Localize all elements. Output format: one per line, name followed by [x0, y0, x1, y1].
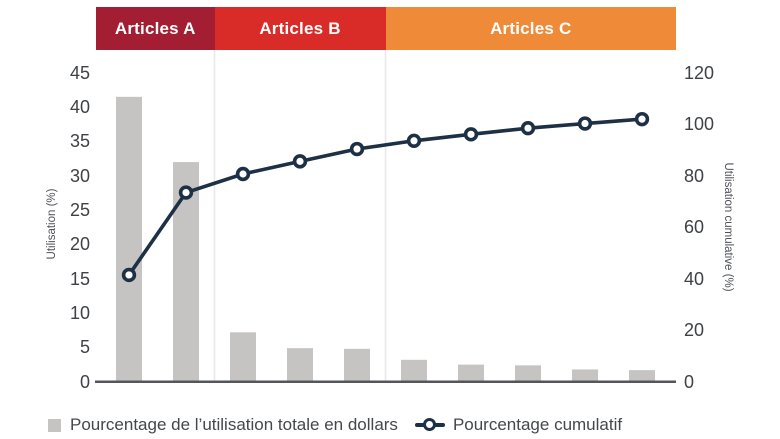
- bar-legend-swatch-icon: [48, 418, 61, 432]
- axis-tick-label: 20: [684, 320, 705, 341]
- axis-tick-label: 60: [684, 217, 705, 238]
- cumulative-point-marker: [577, 116, 593, 131]
- group-band-label: Articles C: [490, 18, 572, 38]
- axis-tick-label: 25: [69, 199, 90, 220]
- cumulative-point-marker: [406, 133, 422, 148]
- utilisation-bar: [287, 348, 313, 382]
- utilisation-bar: [230, 332, 256, 382]
- cumulative-point-marker: [463, 127, 479, 142]
- axis-tick-label: 45: [69, 62, 90, 83]
- utilisation-bar: [629, 370, 655, 382]
- cumulative-point-marker: [121, 267, 137, 283]
- cumulative-point-marker: [178, 185, 194, 200]
- cumulative-point-marker: [292, 154, 308, 169]
- axis-tick-label: 0: [79, 371, 90, 392]
- group-band-label: Articles A: [114, 18, 196, 38]
- axis-tick-label: 0: [684, 371, 695, 392]
- right-axis-title: Utilisation cumulative (%): [722, 162, 734, 292]
- axis-tick-label: 30: [69, 165, 90, 186]
- legend: Pourcentage de l’utilisation totale en d…: [48, 414, 622, 436]
- cumulative-point-marker: [349, 141, 365, 157]
- cumulative-point-marker: [634, 111, 650, 127]
- axis-tick-label: 120: [684, 62, 715, 83]
- cumulative-line: [127, 117, 644, 277]
- left-axis-title: Utilisation (%): [46, 188, 58, 260]
- axis-tick-label: 80: [684, 165, 705, 186]
- group-band-articles-c: Articles C: [385, 7, 676, 50]
- utilisation-bar: [344, 348, 370, 382]
- utilisation-bar: [572, 369, 598, 382]
- utilisation-bar: [401, 359, 427, 382]
- line-legend-icon: [414, 418, 445, 433]
- axis-tick-label: 20: [69, 234, 90, 255]
- axis-tick-label: 40: [69, 96, 90, 117]
- utilisation-bar: [515, 365, 541, 382]
- group-band-articles-b: Articles B: [214, 7, 386, 50]
- axis-tick-label: 35: [69, 131, 90, 152]
- axis-tick-label: 100: [684, 114, 715, 135]
- utilisation-bar: [116, 96, 142, 382]
- cumulative-point-marker: [520, 120, 536, 136]
- axis-tick-label: 5: [79, 337, 90, 358]
- cumulative-point-marker: [235, 166, 251, 182]
- utilisation-bar: [458, 364, 484, 382]
- axis-tick-label: 10: [69, 302, 90, 323]
- group-band-label: Articles B: [259, 18, 341, 38]
- axis-tick-label: 40: [684, 268, 705, 289]
- axis-tick-label: 15: [69, 268, 90, 289]
- line-legend-label: Pourcentage cumulatif: [452, 415, 623, 434]
- bar-legend-label: Pourcentage de l’utilisation totale en d…: [70, 415, 398, 434]
- group-band-articles-a: Articles A: [96, 7, 215, 50]
